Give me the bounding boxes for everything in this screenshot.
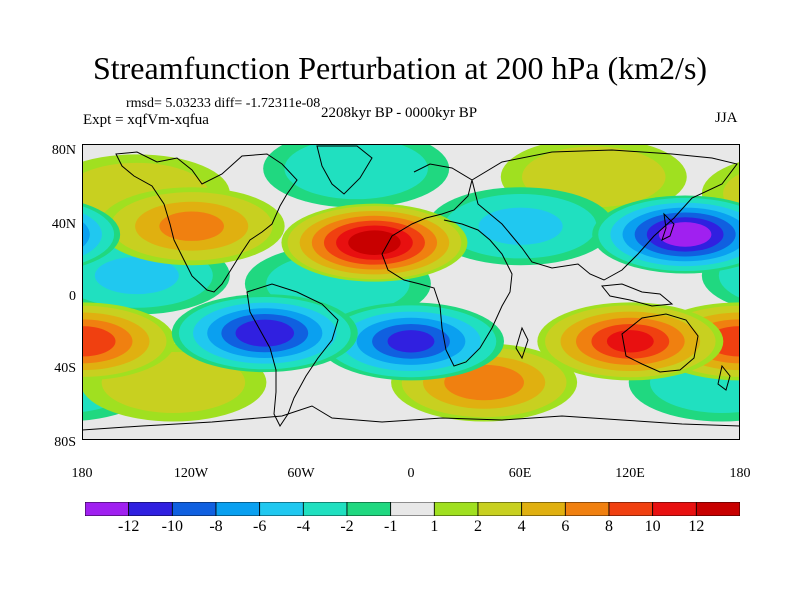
lon-tick: 60W (287, 466, 315, 481)
lat-tick: 40N (51, 217, 76, 232)
anomaly-contour (159, 211, 224, 241)
colorbar-label: -8 (209, 518, 223, 535)
coastline-australia (621, 313, 699, 373)
colorbar-swatch (84, 501, 130, 517)
lon-tick: 180 (71, 466, 93, 481)
anomaly-contour (444, 364, 524, 401)
experiment-line: Expt = xqfVm-xqfua (83, 112, 209, 128)
lon-tick: 0 (407, 466, 415, 481)
colorbar-label: -10 (161, 518, 183, 535)
colorbar-swatch (259, 501, 304, 517)
anomaly-contour (235, 319, 295, 347)
coastline-antarctica (82, 405, 740, 431)
colorbar (84, 501, 741, 517)
coastline-greenland (316, 145, 373, 195)
colorbar-swatch (564, 501, 610, 517)
colorbar-swatch (128, 501, 173, 517)
stats-line: rmsd= 5.03233 diff= -1.72311e-08 (126, 96, 321, 111)
colorbar-label: 1 (430, 518, 439, 535)
coastline-madagascar (515, 326, 529, 360)
coastline-south-america (246, 283, 339, 427)
coastline-maritime-continent (601, 283, 674, 307)
colorbar-swatch (171, 501, 217, 517)
anomaly-contour (82, 212, 102, 256)
colorbar-label: 6 (561, 518, 570, 535)
anomaly-contour (658, 222, 712, 247)
coastline-north-america (115, 151, 298, 293)
lon-tick: 120W (173, 466, 209, 481)
colorbar-swatch (477, 501, 523, 517)
colorbar-swatch (652, 501, 697, 517)
anomaly-contour (82, 221, 90, 248)
lon-tick: 60E (508, 466, 532, 481)
coastline-japan (661, 212, 675, 241)
colorbar-label: 10 (644, 518, 661, 535)
anomaly-contour (606, 330, 654, 353)
colorbar-swatch (608, 501, 654, 517)
map-plot (82, 144, 740, 440)
season-label: JJA (715, 110, 738, 126)
colorbar-label: 12 (688, 518, 705, 535)
anomaly-contour (348, 230, 401, 255)
colorbar-swatch (390, 501, 435, 517)
colorbar-label: -4 (296, 518, 310, 535)
colorbar-label: 2 (474, 518, 482, 535)
colorbar-swatch (215, 501, 261, 517)
coastline-new-zealand (717, 364, 731, 391)
anomaly-contour (478, 207, 563, 245)
colorbar-label: -6 (252, 518, 267, 535)
colorbar-swatch (302, 501, 348, 517)
lon-tick: 120E (615, 466, 645, 481)
colorbar-swatch (346, 501, 392, 517)
colorbar-label: 8 (605, 518, 613, 535)
map-border (82, 144, 740, 440)
colorbar-swatch (695, 501, 741, 517)
lat-tick: 40S (54, 361, 76, 376)
colorbar-label: 4 (517, 518, 526, 535)
lat-tick: 0 (69, 289, 76, 304)
coastline-europe-africa (381, 163, 513, 367)
colorbar-label: -2 (340, 518, 354, 535)
lat-tick: 80S (54, 435, 76, 450)
coastline-asia (471, 149, 738, 281)
anomaly-field (82, 144, 740, 422)
colorbar-swatch (433, 501, 479, 517)
anomaly-contour (94, 256, 179, 295)
colorbar-swatch (521, 501, 566, 517)
coastlines (82, 145, 740, 431)
colorbar-label: -12 (117, 518, 140, 535)
colorbar-label: -1 (383, 518, 398, 535)
map-title: Streamfunction Perturbation at 200 hPa (… (92, 50, 708, 86)
anomaly-contour (387, 330, 435, 353)
anomaly-contour (82, 326, 116, 357)
lat-tick: 80N (51, 143, 76, 158)
period-line: 2208kyr BP - 0000kyr BP (321, 105, 478, 121)
lon-tick: 180 (729, 466, 751, 481)
